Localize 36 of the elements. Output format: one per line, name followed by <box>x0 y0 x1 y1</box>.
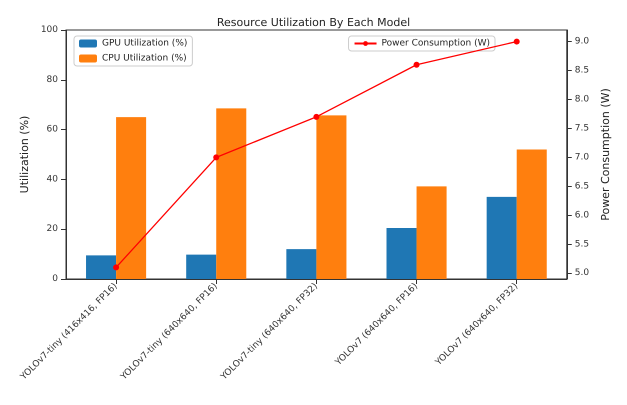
bar <box>116 117 146 279</box>
bar <box>516 150 547 279</box>
y2-axis-title: Power Consumption (W) <box>599 88 612 221</box>
y-tick-label: 0 <box>52 274 58 284</box>
point <box>414 62 420 68</box>
chart-title: Resource Utilization By Each Model <box>216 16 410 29</box>
y2-tick-label: 8.0 <box>574 94 590 104</box>
y2-tick-label: 5.5 <box>574 239 590 250</box>
bar <box>386 228 417 279</box>
y-axis-title: Utilization (%) <box>18 116 31 194</box>
legend-label: Power Consumption (W) <box>382 38 490 48</box>
legend-label: GPU Utilization (%) <box>102 38 188 48</box>
y2-tick-label: 7.0 <box>574 152 590 162</box>
bar <box>186 254 216 279</box>
y2-tick-label: 6.5 <box>574 181 590 192</box>
bar <box>486 196 517 279</box>
y-tick-label: 100 <box>40 25 58 35</box>
y2-tick-label: 9.0 <box>574 36 590 47</box>
y2-tick-label: 7.5 <box>574 123 590 134</box>
bar <box>216 108 246 279</box>
point <box>213 154 220 160</box>
legend-label: CPU Utilization (%) <box>102 54 187 64</box>
y-tick-label: 20 <box>46 224 58 234</box>
y-tick-label: 80 <box>46 74 58 85</box>
y2-tick-label: 6.0 <box>574 210 590 220</box>
y2-tick-label: 5.0 <box>574 268 590 278</box>
bar <box>286 249 316 279</box>
point <box>113 264 120 270</box>
y2-tick-label: 8.5 <box>574 66 590 76</box>
point <box>514 38 520 45</box>
point <box>313 114 320 120</box>
y-tick-label: 40 <box>46 174 58 184</box>
bar <box>316 115 346 279</box>
y-tick-label: 60 <box>46 124 58 135</box>
bar <box>86 255 116 279</box>
bar <box>416 186 447 279</box>
